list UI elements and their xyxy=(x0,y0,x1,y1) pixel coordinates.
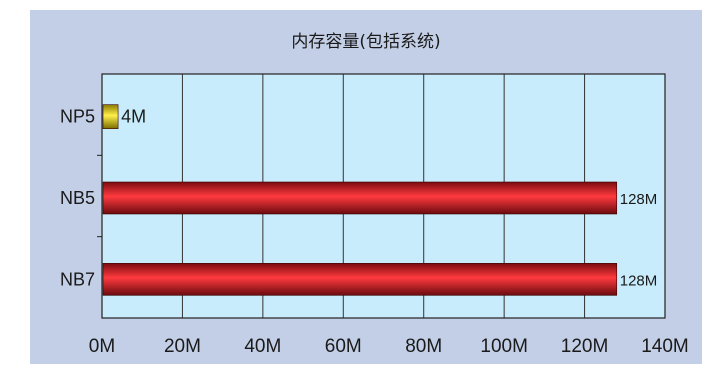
chart-canvas: 内存容量(包括系统) NP5 4M NB5 128M NB7 128M 0M 20M 40M 60… xyxy=(60,32,689,357)
x-tick-label-5: 100M xyxy=(480,336,528,357)
plot-frame xyxy=(101,73,666,319)
x-tick-label-2: 40M xyxy=(244,336,281,357)
x-tick-label-3: 60M xyxy=(325,336,362,357)
x-tick-label-1: 20M xyxy=(164,336,201,357)
x-tick-label-7: 140M xyxy=(641,336,689,357)
category-label-NB7: NB7 xyxy=(60,269,95,289)
chart-title: 内存容量(包括系统) xyxy=(291,32,440,52)
data-label-NB7: 128M xyxy=(620,272,658,289)
x-tick-label-4: 80M xyxy=(405,336,442,357)
category-label-NB5: NB5 xyxy=(60,188,95,208)
bar-NB5 xyxy=(102,181,618,215)
data-label-NB5: 128M xyxy=(620,191,658,208)
data-label-NP5: 4M xyxy=(121,107,146,127)
x-tick-label-0: 0M xyxy=(89,336,115,357)
chart: 内存容量(包括系统) NP5 4M NB5 128M NB7 128M 0M 20M 40M 60… xyxy=(30,10,702,364)
bar-NP5 xyxy=(102,104,119,129)
category-label-NP5: NP5 xyxy=(60,107,95,127)
bar-NB7 xyxy=(102,263,618,296)
x-tick-label-6: 120M xyxy=(561,336,609,357)
